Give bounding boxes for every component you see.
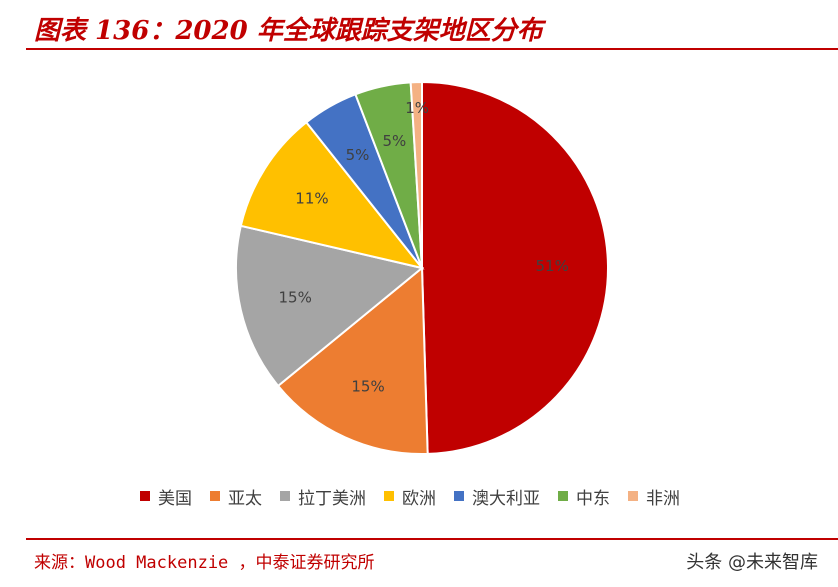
slice-label-5: 5% bbox=[383, 132, 407, 150]
slice-label-0: 51% bbox=[536, 257, 569, 275]
legend-swatch-4 bbox=[454, 491, 464, 501]
legend-label-6: 非洲 bbox=[646, 488, 680, 509]
legend-label-4: 澳大利亚 bbox=[472, 488, 540, 509]
chart-title: 图表 136：2020 年全球跟踪支架地区分布 bbox=[34, 16, 543, 46]
legend-item-4: 澳大利亚 bbox=[454, 484, 540, 509]
legend-item-6: 非洲 bbox=[628, 484, 680, 509]
pie-slice-1 bbox=[276, 265, 429, 455]
pie-slice-0 bbox=[421, 80, 609, 455]
legend-swatch-1 bbox=[210, 491, 220, 501]
legend-label-3: 欧洲 bbox=[402, 488, 436, 509]
pie-slice-2 bbox=[235, 224, 425, 388]
legend-item-0: 美国 bbox=[140, 484, 192, 509]
watermark: 头条 @未来智库 bbox=[686, 552, 818, 573]
slice-label-6: 1% bbox=[405, 99, 429, 117]
chart-legend: 美国 亚太 拉丁美洲 欧洲 澳大利亚 中东 非洲 bbox=[140, 484, 698, 509]
legend-item-3: 欧洲 bbox=[384, 484, 436, 509]
legend-label-0: 美国 bbox=[158, 488, 192, 509]
legend-label-5: 中东 bbox=[576, 488, 610, 509]
legend-swatch-2 bbox=[280, 491, 290, 501]
legend-swatch-6 bbox=[628, 491, 638, 501]
source-note: 来源：Wood Mackenzie ，中泰证券研究所 bbox=[34, 553, 375, 573]
title-bar: 图表 136：2020 年全球跟踪支架地区分布 bbox=[26, 6, 838, 50]
legend-label-2: 拉丁美洲 bbox=[298, 488, 366, 509]
legend-swatch-0 bbox=[140, 491, 150, 501]
legend-item-5: 中东 bbox=[558, 484, 610, 509]
pie-chart: 51% 15% 15% 11% 5% 5% 1% bbox=[235, 80, 609, 455]
title-divider bbox=[26, 48, 838, 50]
slice-label-1: 15% bbox=[351, 378, 384, 396]
legend-label-1: 亚太 bbox=[228, 488, 262, 509]
pie-slice-3 bbox=[239, 120, 425, 270]
legend-item-1: 亚太 bbox=[210, 484, 262, 509]
pie-slice-6 bbox=[409, 80, 423, 269]
slice-label-3: 11% bbox=[295, 189, 328, 207]
legend-item-2: 拉丁美洲 bbox=[280, 484, 366, 509]
legend-swatch-3 bbox=[384, 491, 394, 501]
slice-label-4: 5% bbox=[346, 146, 370, 164]
legend-swatch-5 bbox=[558, 491, 568, 501]
slice-label-2: 15% bbox=[279, 289, 312, 307]
source-divider bbox=[26, 538, 838, 540]
